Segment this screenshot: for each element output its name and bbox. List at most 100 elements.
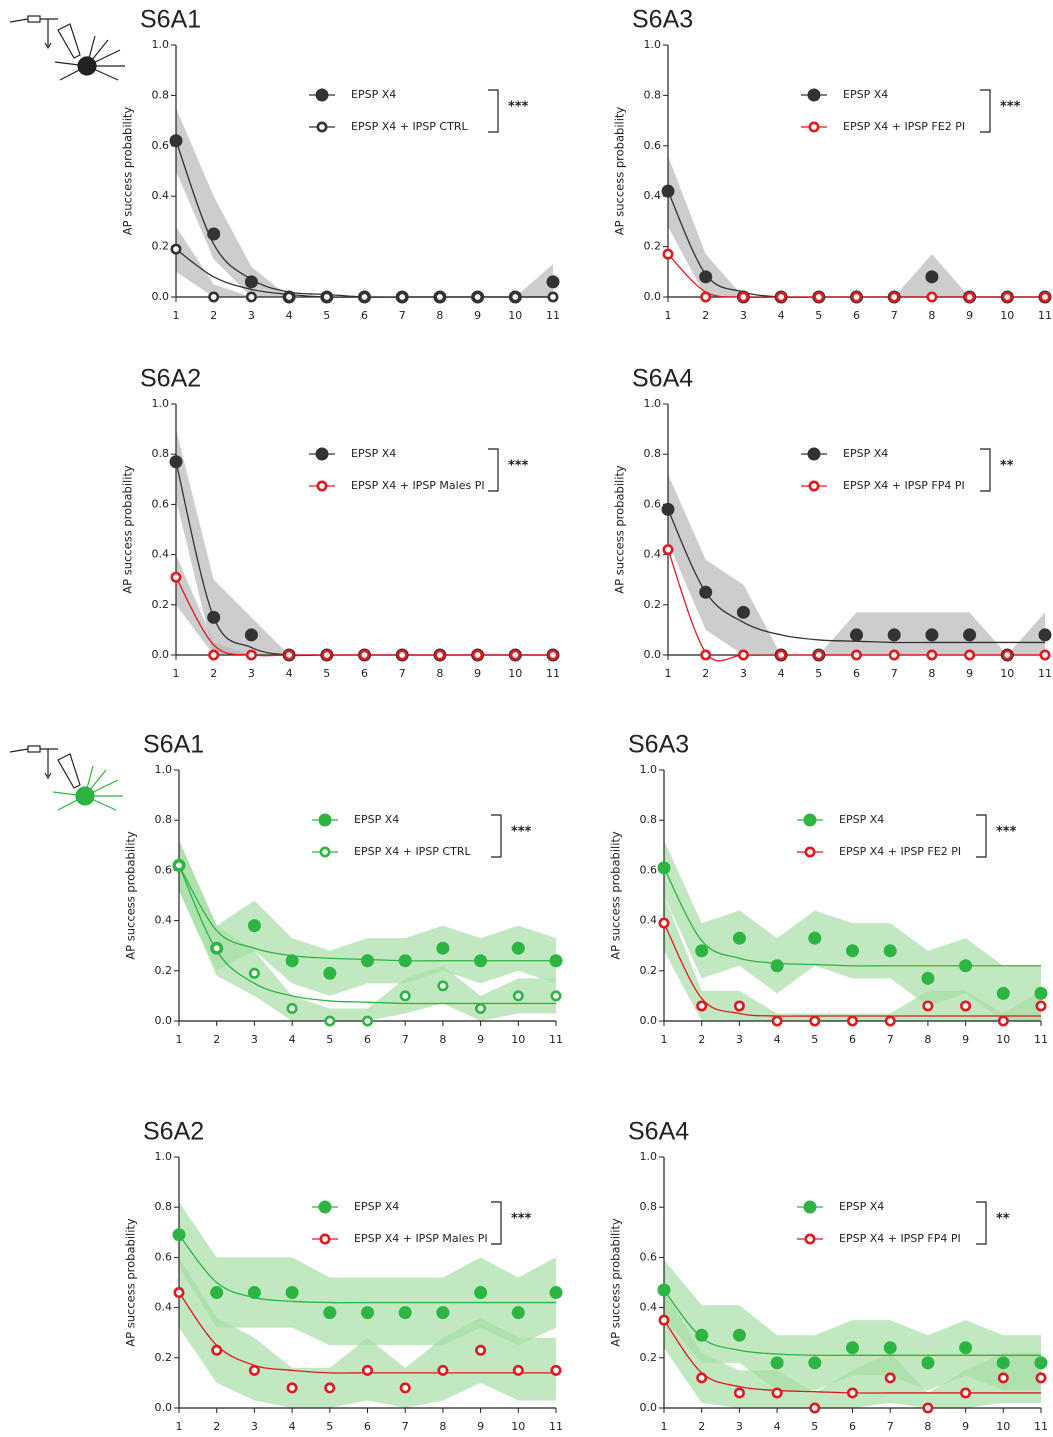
error-band	[664, 1290, 1041, 1408]
data-point	[396, 291, 408, 303]
legend-label: EPSP X4 + IPSP FE2 PI	[839, 845, 961, 858]
x-tick-label: 7	[402, 1033, 409, 1046]
data-point	[283, 291, 295, 303]
x-tick-label: 9	[474, 667, 481, 680]
data-point	[771, 1387, 783, 1399]
legend-marker	[803, 813, 817, 827]
x-tick-label: 11	[1038, 667, 1052, 680]
data-point	[926, 291, 938, 303]
data-point	[662, 248, 674, 260]
y-tick-label: 0.6	[152, 139, 170, 152]
x-tick-label: 7	[887, 1033, 894, 1046]
x-tick-label: 6	[853, 667, 860, 680]
data-point	[169, 455, 183, 469]
x-tick-label: 8	[928, 309, 935, 322]
y-tick-label: 0.4	[644, 548, 662, 561]
data-point	[361, 1306, 374, 1320]
legend-label: EPSP X4	[843, 88, 888, 101]
y-tick-label: 0.0	[644, 290, 662, 303]
data-point	[737, 649, 749, 661]
panel: S6A4 AP success probability 0.0 0.2 0.4 0.6 0.…	[609, 1118, 1049, 1433]
y-tick-label: 0.0	[155, 1014, 173, 1027]
x-tick-label: 7	[399, 667, 406, 680]
x-tick-label: 4	[774, 1033, 781, 1046]
significance-label: ***	[996, 825, 1017, 840]
x-tick-label: 1	[661, 1420, 668, 1433]
data-point	[959, 1341, 973, 1355]
x-tick-label: 8	[924, 1420, 931, 1433]
data-point	[437, 980, 449, 992]
data-point	[399, 990, 411, 1002]
x-tick-label: 11	[549, 1033, 563, 1046]
data-point	[286, 1382, 298, 1394]
legend-marker	[316, 480, 328, 492]
significance-bracket	[980, 448, 991, 492]
y-tick-label: 0.6	[155, 863, 173, 876]
data-point	[436, 1306, 450, 1320]
panel-title: S6A2	[140, 365, 201, 393]
x-tick-label: 4	[289, 1420, 296, 1433]
data-point	[247, 919, 261, 933]
x-tick-label: 11	[546, 667, 560, 680]
x-tick-label: 6	[364, 1420, 371, 1433]
y-tick-label: 0.6	[152, 497, 170, 510]
data-point	[472, 291, 484, 303]
legend-label: EPSP X4	[351, 88, 396, 101]
significance-label: ***	[511, 1212, 532, 1227]
legend-label: EPSP X4 + IPSP FP4 PI	[839, 1232, 961, 1245]
x-tick-label: 1	[176, 1420, 183, 1433]
data-point	[658, 1314, 670, 1326]
y-tick-label: 0.6	[644, 497, 662, 510]
data-point	[887, 628, 901, 642]
y-axis-label: AP success probability	[124, 1218, 138, 1347]
data-point	[474, 1286, 488, 1300]
panel-title: S6A1	[140, 6, 201, 34]
data-point	[921, 971, 935, 985]
y-tick-label: 0.0	[644, 648, 662, 661]
legend-marker	[318, 813, 332, 827]
x-tick-label: 5	[326, 1420, 333, 1433]
data-point	[472, 649, 484, 661]
x-tick-label: 9	[966, 309, 973, 322]
data-point	[321, 649, 333, 661]
y-tick-label: 0.0	[155, 1401, 173, 1414]
y-tick-label: 0.0	[640, 1014, 658, 1027]
data-point	[1035, 1000, 1047, 1012]
fit-curve	[178, 865, 556, 1005]
data-point	[850, 291, 862, 303]
x-tick-label: 4	[286, 667, 293, 680]
data-point	[207, 610, 221, 624]
panel-title: S6A1	[143, 731, 204, 759]
x-tick-label: 1	[665, 309, 672, 322]
error-band	[176, 108, 553, 297]
x-tick-label: 5	[326, 1033, 333, 1046]
data-point	[699, 585, 713, 599]
data-point	[550, 1364, 562, 1376]
data-point	[321, 291, 333, 303]
data-point	[1034, 986, 1048, 1000]
legend-label: EPSP X4	[354, 1200, 399, 1213]
data-point	[1038, 628, 1052, 642]
data-point	[997, 1372, 1009, 1384]
data-point	[883, 944, 897, 958]
data-point	[283, 649, 295, 661]
data-point	[661, 502, 675, 516]
x-tick-label: 3	[736, 1420, 743, 1433]
data-point	[700, 291, 712, 303]
x-tick-label: 10	[508, 667, 522, 680]
y-tick-label: 0.4	[644, 189, 662, 202]
legend-label: EPSP X4	[354, 813, 399, 826]
data-point	[770, 959, 784, 973]
significance-label: ***	[511, 825, 532, 840]
error-band	[668, 474, 1045, 655]
x-tick-label: 10	[1000, 667, 1014, 680]
data-point	[1039, 649, 1051, 661]
y-tick-label: 0.4	[155, 914, 173, 927]
data-point	[547, 291, 559, 303]
legend-marker	[804, 1233, 816, 1245]
data-point	[361, 1364, 373, 1376]
x-tick-label: 5	[323, 667, 330, 680]
neuron-icon-green	[9, 745, 123, 811]
neuron-icon-black	[9, 15, 125, 81]
